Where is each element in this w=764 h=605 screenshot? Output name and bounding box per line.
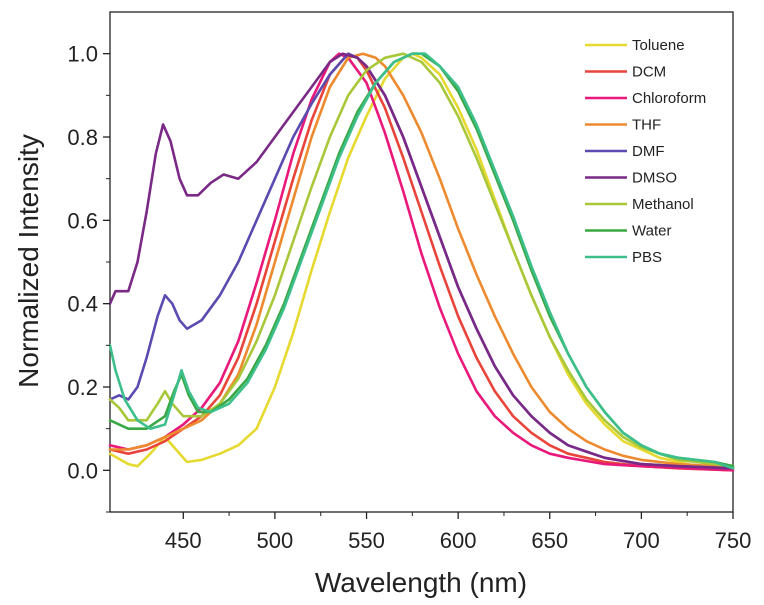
x-tick-label: 450: [165, 528, 202, 553]
x-axis-title: Wavelength (nm): [315, 567, 527, 598]
legend-label-thf: THF: [632, 117, 661, 134]
y-tick-label: 1.0: [67, 42, 98, 67]
x-tick-label: 600: [440, 528, 477, 553]
legend-label-methanol: Methanol: [632, 196, 694, 213]
x-tick-label: 700: [623, 528, 660, 553]
y-tick-label: 0.8: [67, 125, 98, 150]
y-axis-title: Normalized Intensity: [13, 134, 44, 388]
x-tick-label: 650: [531, 528, 568, 553]
y-tick-label: 0.4: [67, 292, 98, 317]
legend-label-dmso: DMSO: [632, 170, 677, 187]
legend-label-dmf: DMF: [632, 143, 665, 160]
series-line-dmso: [108, 52, 735, 470]
legend-label-pbs: PBS: [632, 249, 662, 266]
legend-label-dcm: DCM: [632, 64, 666, 81]
series-line-pbs: [108, 52, 735, 470]
ticks: 450 500 550 600 650 700 750 0.0 0.2 0.4 0.6 0.8 1.0: [67, 42, 751, 553]
x-tick-label: 550: [348, 528, 385, 553]
x-tick-label: 750: [715, 528, 752, 553]
legend-label-chloroform: Chloroform: [632, 90, 706, 107]
legend-label-water: Water: [632, 223, 671, 240]
x-tick-label: 500: [257, 528, 294, 553]
y-tick-label: 0.2: [67, 375, 98, 400]
legend: Toluene DCM Chloroform THF DMF DMSO Methanol Wa…: [585, 37, 706, 266]
legend-label-toluene: Toluene: [632, 37, 685, 54]
y-tick-label: 0.6: [67, 208, 98, 233]
series-layer: [108, 52, 735, 472]
y-tick-label: 0.0: [67, 458, 98, 483]
